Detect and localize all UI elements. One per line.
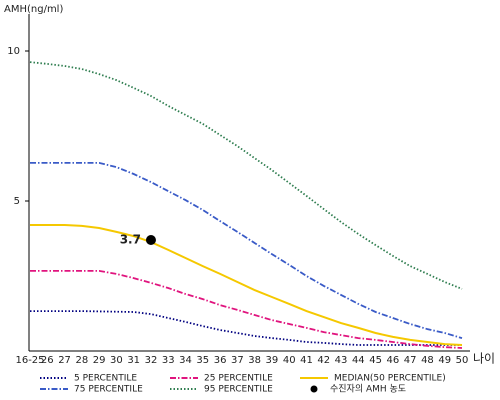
x-tick-label: 45 (369, 355, 382, 366)
x-tick-label: 37 (231, 355, 244, 366)
x-tick-label: 31 (127, 355, 140, 366)
x-tick-label: 38 (248, 355, 261, 366)
x-tick-label: 39 (266, 355, 279, 366)
x-tick-label: 26 (41, 355, 54, 366)
legend-label: 수진자의 AMH 농도 (330, 384, 406, 395)
x-tick-label: 32 (145, 355, 158, 366)
x-tick-label: 50 (456, 355, 469, 366)
x-tick-label: 16-25 (15, 355, 44, 366)
legend-label: 25 PERCENTILE (204, 374, 273, 384)
x-tick-label: 41 (300, 355, 313, 366)
x-tick-label: 29 (93, 355, 106, 366)
x-tick-label: 47 (404, 355, 417, 366)
x-tick-label: 46 (387, 355, 400, 366)
x-tick-label: 34 (179, 355, 192, 366)
x-tick-label: 27 (58, 355, 71, 366)
y-tick-label: 10 (7, 46, 20, 57)
series-line (30, 270, 463, 349)
x-tick-label: 36 (214, 355, 227, 366)
series-line (30, 310, 462, 346)
x-tick-label: 30 (110, 355, 123, 366)
point-label: 3.7 (120, 233, 141, 247)
y-axis-label: AMH(ng/ml) (4, 4, 63, 15)
legend-label: 5 PERCENTILE (74, 374, 137, 384)
x-tick-label: 28 (75, 355, 88, 366)
legend-label: 75 PERCENTILE (74, 385, 143, 395)
legend-swatch (310, 385, 318, 393)
x-axis-label: 나이 (473, 352, 495, 366)
x-tick-label: 33 (162, 355, 175, 366)
x-tick-label: 35 (196, 355, 209, 366)
x-tick-label: 43 (335, 355, 348, 366)
y-tick-label: 5 (14, 196, 20, 207)
legend-label: MEDIAN(50 PERCENTILE) (334, 374, 446, 384)
x-tick-label: 42 (317, 355, 330, 366)
x-tick-label: 49 (438, 355, 451, 366)
series-line (30, 224, 463, 346)
legend-label: 95 PERCENTILE (204, 385, 273, 395)
x-tick-label: 44 (352, 355, 365, 366)
patient-point (145, 235, 156, 245)
series-line (30, 162, 463, 339)
x-tick-label: 40 (283, 355, 296, 366)
x-tick-label: 48 (421, 355, 434, 366)
series-line (29, 61, 463, 290)
legend: 5 PERCENTILE 25 PERCENTILE MEDIAN(50 PERCE… (40, 374, 446, 395)
